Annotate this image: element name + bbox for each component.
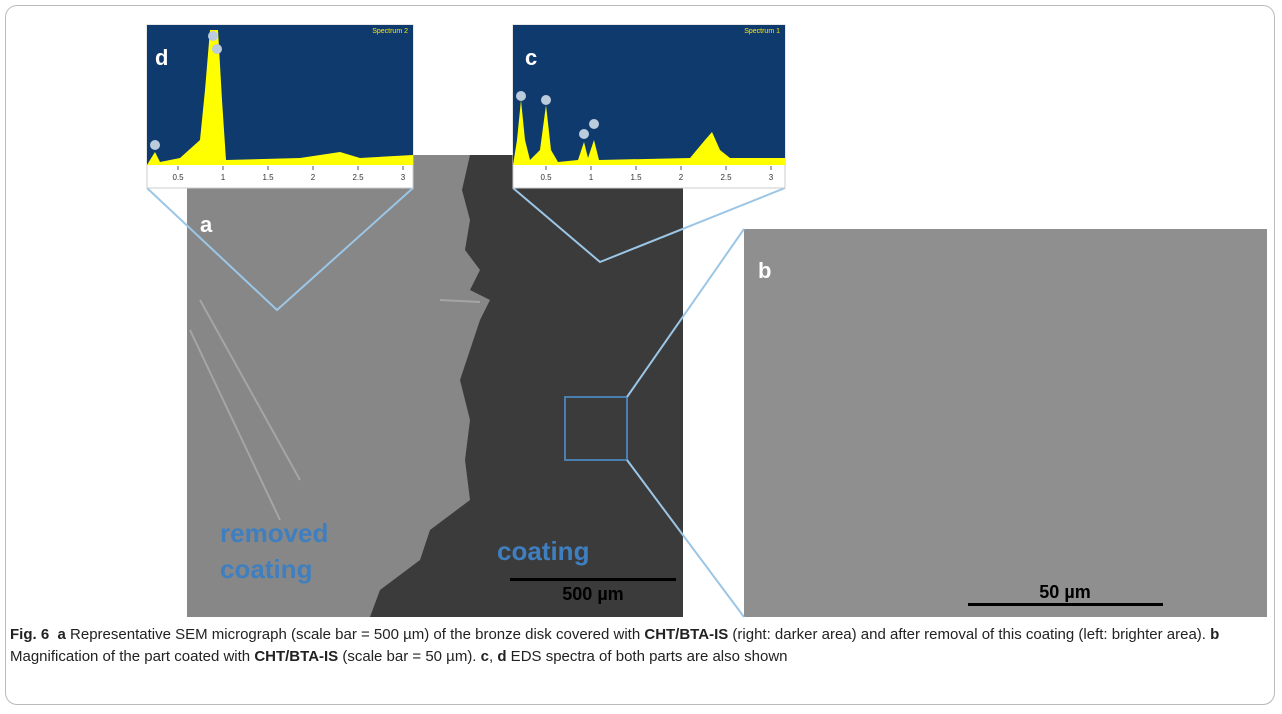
caption-text: c xyxy=(481,648,489,665)
scale-label: 500 µm xyxy=(562,584,623,604)
caption-text: Representative SEM micrograph (scale bar… xyxy=(66,626,645,643)
peak-marker xyxy=(541,95,551,105)
caption-text: a xyxy=(49,626,66,643)
caption-text: (right: darker area) and after removal o… xyxy=(728,626,1210,643)
axis-tick-label: 2.5 xyxy=(720,173,732,182)
caption-text: CHT/BTA-IS xyxy=(254,648,338,665)
region-label: coating xyxy=(497,536,589,566)
axis-tick-label: 1 xyxy=(221,173,226,182)
axis-tick-label: 2.5 xyxy=(352,173,364,182)
spectrum: c Spectrum 1 xyxy=(513,25,785,188)
region-label: removed xyxy=(220,518,328,548)
axis-tick-label: 2 xyxy=(679,173,684,182)
spectrum-plot xyxy=(513,25,785,165)
caption-text: d xyxy=(497,648,506,665)
figure-caption: Fig. 6 a Representative SEM micrograph (… xyxy=(10,624,1260,668)
panel-label: c xyxy=(525,45,537,70)
scale-label: 50 µm xyxy=(1039,582,1090,602)
peak-marker xyxy=(208,31,218,41)
axis-tick-label: 1.5 xyxy=(262,173,274,182)
figure: a removed coating coating 500 µm b 50 µm… xyxy=(0,0,1282,622)
axis-tick-label: 2 xyxy=(311,173,316,182)
peak-marker xyxy=(516,91,526,101)
caption-text: (scale bar = 50 µm). xyxy=(338,648,480,665)
axis-tick-label: 1.5 xyxy=(630,173,642,182)
spectrum-name: Spectrum 1 xyxy=(744,28,780,35)
caption-text: Fig. 6 xyxy=(10,626,49,643)
axis-tick-label: 3 xyxy=(401,173,406,182)
axis-tick-label: 3 xyxy=(769,173,774,182)
spectrum-name: Spectrum 2 xyxy=(372,28,408,35)
axis-tick-label: 1 xyxy=(589,173,594,182)
axis-tick-label: 0.5 xyxy=(172,173,184,182)
panel-label: a xyxy=(200,212,213,237)
caption-text: b xyxy=(1210,626,1219,643)
caption-text: CHT/BTA-IS xyxy=(644,626,728,643)
caption-text: EDS spectra of both parts are also shown xyxy=(507,648,788,665)
peak-marker xyxy=(150,140,160,150)
peak-marker xyxy=(212,44,222,54)
spectrum-plot xyxy=(147,25,413,165)
peak-marker xyxy=(579,129,589,139)
region-label: coating xyxy=(220,554,312,584)
panel-label: d xyxy=(155,45,168,70)
scale-bar xyxy=(510,578,676,581)
panel-label: b xyxy=(758,258,771,283)
micrograph-b xyxy=(744,229,1267,617)
peak-marker xyxy=(589,119,599,129)
scale-bar xyxy=(968,603,1163,606)
axis-tick-label: 0.5 xyxy=(540,173,552,182)
spectrum: d Spectrum 2 xyxy=(147,25,413,188)
